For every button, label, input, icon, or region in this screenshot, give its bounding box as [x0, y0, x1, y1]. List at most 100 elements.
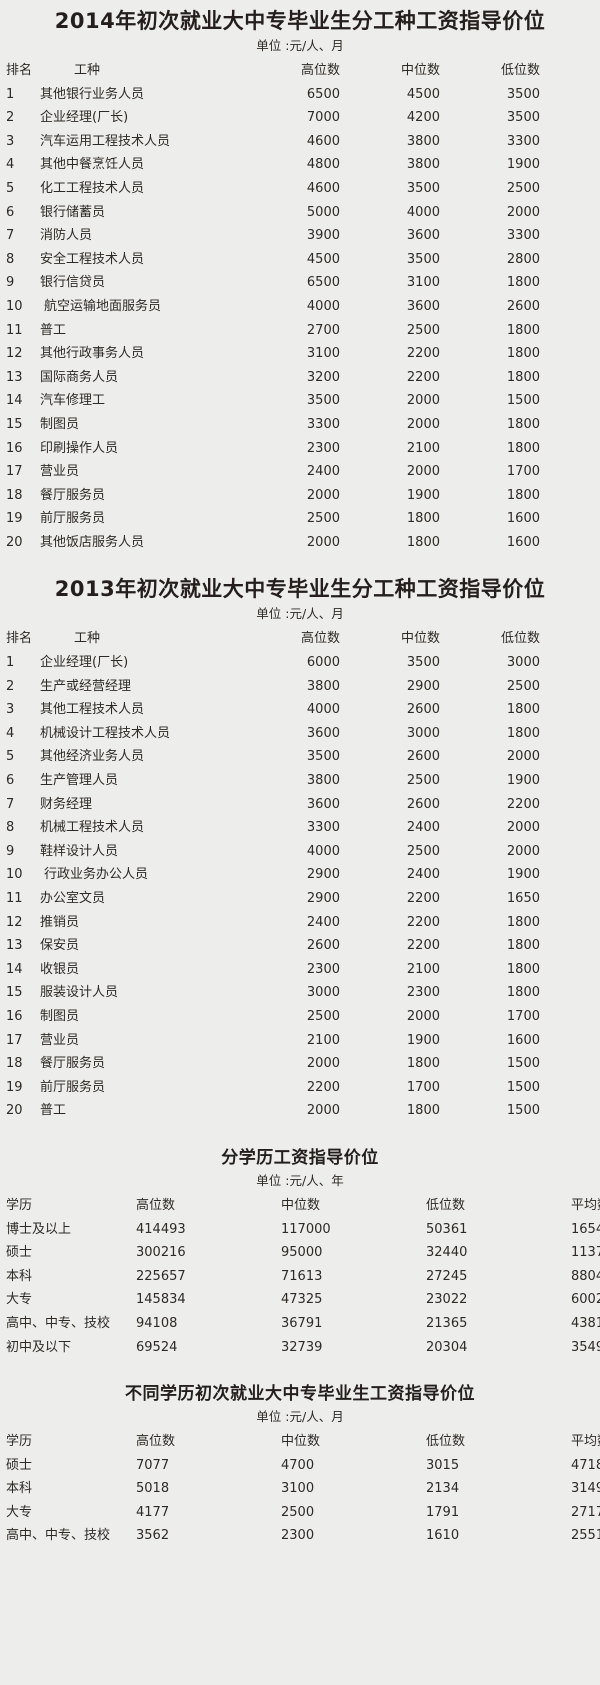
cell-rank: 18 — [6, 1056, 23, 1072]
cell-job-name: 生产或经营经理 — [40, 678, 132, 694]
cell-average: 1900 — [540, 507, 600, 531]
cell-median: 1800 — [406, 1103, 440, 1119]
cell-job-name: 企业经理(厂长) — [40, 655, 129, 671]
cell-low: 50361 — [426, 1221, 468, 1237]
cell-education-level: 高中、中专、技校 — [6, 1528, 111, 1544]
cell-job-name: 鞋样设计人员 — [40, 843, 119, 859]
cell-average: 2750 — [540, 769, 600, 793]
cell-median: 32739 — [281, 1339, 323, 1355]
cell-median: 2300 — [406, 985, 440, 1001]
cell-rank: 3 — [6, 133, 15, 149]
cell-median: 2600 — [406, 749, 440, 765]
cell-high: 2700 — [306, 322, 340, 338]
table-row: 9 鞋样设计人员 4000 2500 20002600 — [0, 840, 600, 864]
cell-rank: 1 — [6, 655, 15, 671]
cell-high: 2000 — [306, 534, 340, 550]
cell-median: 3800 — [406, 157, 440, 173]
cell-job-name: 制图员 — [40, 416, 80, 432]
cell-low: 1800 — [506, 369, 540, 385]
cell-rank: 15 — [6, 985, 23, 1001]
cell-high: 2200 — [306, 1079, 340, 1095]
cell-job-name: 消防人员 — [40, 228, 93, 244]
cell-job-name: 印刷操作人员 — [40, 440, 119, 456]
cell-rank: 7 — [6, 228, 15, 244]
cell-median: 4000 — [406, 204, 440, 220]
table-row: 9 银行信贷员 6500 3100 18003600 — [0, 271, 600, 295]
section-title: 2014年初次就业大中专毕业生分工种工资指导价位 — [54, 9, 546, 33]
cell-rank: 9 — [6, 275, 15, 291]
cell-job-name: 化工工程技术人员 — [40, 180, 145, 196]
cell-average: 2400 — [540, 319, 600, 343]
column-header-job: 工种 — [74, 63, 101, 78]
cell-high: 4000 — [306, 298, 340, 314]
cell-education-level: 大专 — [6, 1292, 33, 1308]
cell-high: 3562 — [136, 1528, 170, 1544]
cell-average: 2800 — [540, 722, 600, 746]
cell-average: 2150 — [540, 911, 600, 935]
cell-average: 2200 — [540, 413, 600, 437]
table-row: 11 普工 2700 2500 18002400 — [0, 319, 600, 343]
cell-average: 2050 — [540, 981, 600, 1005]
cell-low: 3500 — [506, 86, 540, 102]
cell-education-level: 本科 — [6, 1481, 33, 1497]
table-row: 3 其他工程技术人员 4000 2600 18002850 — [0, 698, 600, 722]
cell-average: 43810 — [571, 1315, 600, 1331]
table-row: 本科 5018 3100 2134 3149 — [0, 1477, 600, 1501]
table-row: 2 生产或经营经理 3800 2900 25002950 — [0, 675, 600, 699]
cell-high: 3100 — [306, 346, 340, 362]
cell-median: 1800 — [406, 534, 440, 550]
cell-high: 3300 — [306, 820, 340, 836]
cell-low: 1791 — [426, 1504, 460, 1520]
jobs-2014-table: 排名 工种 高位数 中位数 低位数 平均数 1 其他银行业务人员 6500 4500 3… — [0, 59, 600, 554]
cell-median: 1900 — [406, 487, 440, 503]
table-row: 7 消防人员 3900 3600 33003700 — [0, 224, 600, 248]
cell-median: 2000 — [406, 464, 440, 480]
table-row: 18餐厅服务员2000180015001800 — [0, 1052, 600, 1076]
cell-high: 2400 — [306, 464, 340, 480]
section-spacer — [0, 1123, 600, 1135]
cell-rank: 5 — [6, 180, 15, 196]
cell-job-name: 其他中餐烹饪人员 — [40, 157, 145, 173]
column-header-median: 中位数 — [400, 631, 440, 647]
cell-low: 1800 — [506, 440, 540, 456]
column-header-high: 高位数 — [300, 631, 340, 647]
cell-median: 2000 — [406, 416, 440, 432]
cell-rank: 8 — [6, 820, 15, 836]
cell-rank: 13 — [6, 369, 23, 385]
table-row: 大专 145834 47325 23022 60023 — [0, 1288, 600, 1312]
cell-job-name: 航空运输地面服务员 — [44, 298, 162, 314]
cell-low: 32440 — [426, 1245, 468, 1261]
cell-rank: 10 — [6, 298, 23, 314]
section-title: 不同学历初次就业大中专毕业生工资指导价位 — [125, 1384, 475, 1405]
cell-low: 1800 — [506, 275, 540, 291]
cell-high: 4177 — [136, 1504, 170, 1520]
cell-rank: 14 — [6, 961, 23, 977]
cell-rank: 9 — [6, 843, 15, 859]
cell-low: 1800 — [506, 487, 540, 503]
column-header-rank: 排名 — [6, 63, 33, 78]
table-row: 3 汽车运用工程技术人员 4600 3800 33003900 — [0, 130, 600, 154]
cell-median: 2000 — [406, 393, 440, 409]
cell-job-name: 其他饭店服务人员 — [40, 534, 145, 550]
cell-average: 3850 — [540, 651, 600, 675]
cell-low: 2000 — [506, 820, 540, 836]
cell-rank: 16 — [6, 1008, 23, 1024]
column-header-median: 中位数 — [281, 1434, 321, 1450]
cell-job-name: 财务经理 — [40, 796, 93, 812]
section-unit-label: 单位 :元/人、年 — [256, 1172, 344, 1188]
edu-graduates-body: 硕士 7077 4700 3015 4718 本科 5018 3100 2134 3149 大专 41… — [0, 1454, 600, 1548]
cell-low: 1610 — [426, 1528, 460, 1544]
cell-average: 2000 — [540, 1005, 600, 1029]
cell-rank: 20 — [6, 1103, 23, 1119]
cell-low: 3300 — [506, 133, 540, 149]
cell-median: 2300 — [281, 1528, 315, 1544]
table-row: 14 汽车修理工 3500 2000 15002250 — [0, 389, 600, 413]
jobs-2014-body: 1其他银行业务人员65004500350046002企业经理(厂长)700042… — [0, 83, 600, 555]
cell-job-name: 其他行政事务人员 — [40, 346, 145, 362]
table-row: 18餐厅服务员2000190018001900 — [0, 484, 600, 508]
cell-high: 94108 — [136, 1315, 178, 1331]
cell-high: 2000 — [306, 487, 340, 503]
cell-median: 3500 — [406, 251, 440, 267]
cell-average: 3149 — [571, 1481, 600, 1497]
table-row: 15 制图员 3300 2000 18002200 — [0, 413, 600, 437]
